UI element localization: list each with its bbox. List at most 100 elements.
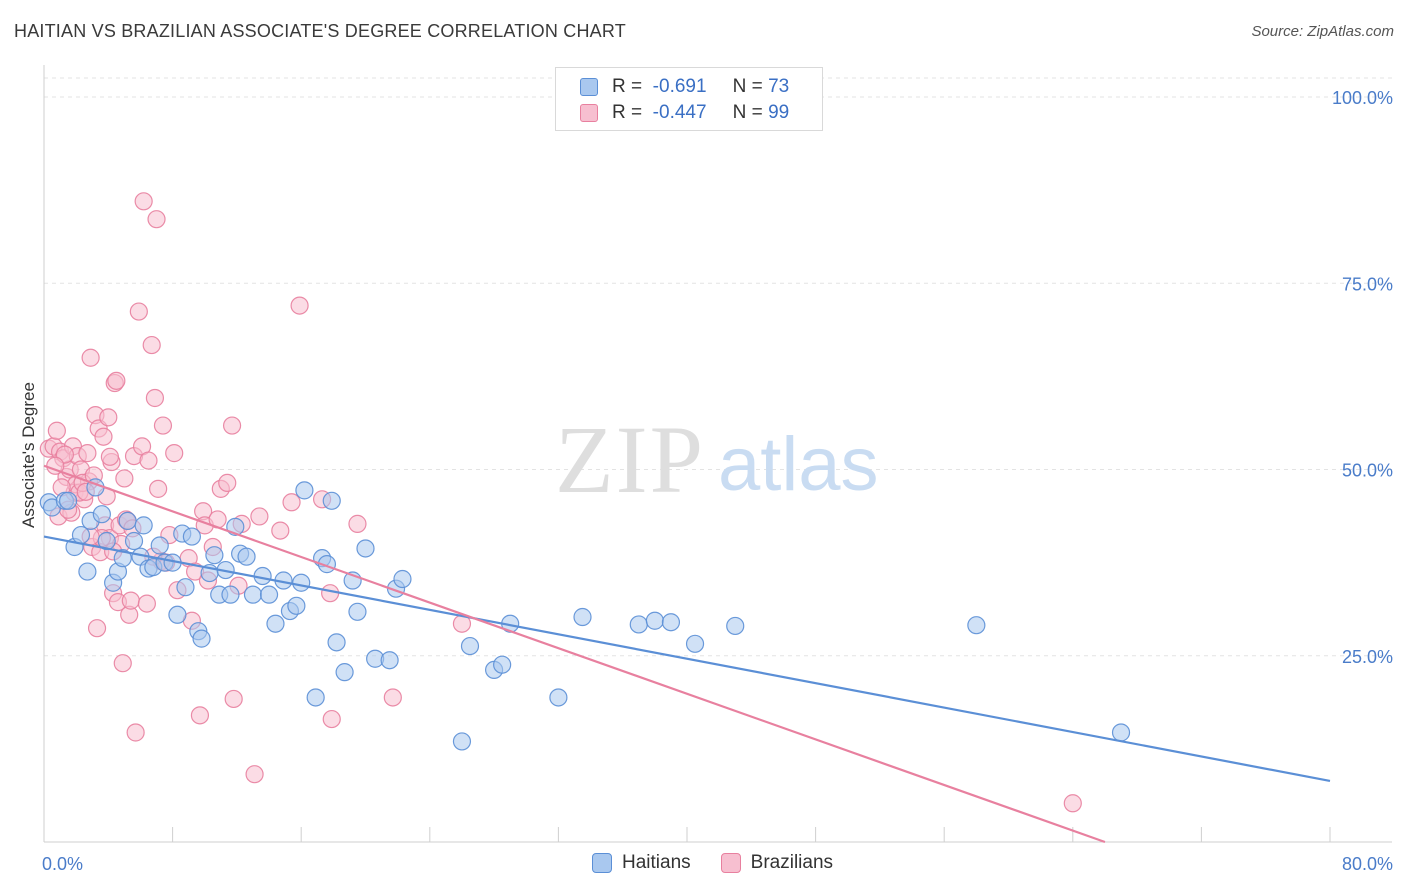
point-brazilians — [153, 416, 173, 435]
point-brazilians — [81, 348, 100, 367]
point-haitians — [92, 505, 111, 524]
x-tick-label: 80.0% — [1342, 854, 1393, 874]
point-haitians — [118, 511, 137, 531]
legend-r-label: R = — [612, 76, 643, 97]
point-brazilians — [87, 619, 107, 638]
point-haitians — [150, 536, 169, 555]
point-brazilians — [94, 427, 113, 446]
trend-lines — [43, 464, 1331, 844]
series-legend: Haitians Brazilians — [592, 852, 863, 874]
legend-n-label: N = — [732, 76, 763, 97]
point-haitians — [292, 573, 311, 592]
point-brazilians — [115, 469, 134, 488]
point-haitians — [295, 481, 314, 500]
chart-title: HAITIAN VS BRAZILIAN ASSOCIATE'S DEGREE … — [14, 21, 626, 41]
legend-r-value: -0.691 — [652, 76, 707, 97]
point-haitians — [460, 636, 480, 656]
point-haitians — [243, 585, 263, 604]
point-brazilians — [47, 421, 66, 440]
point-haitians — [393, 569, 412, 589]
point-brazilians — [137, 594, 156, 613]
y-tick-label: 25.0% — [1342, 647, 1393, 667]
point-brazilians — [348, 514, 367, 533]
legend-swatch-haitians — [580, 78, 598, 96]
source-label: Source: ZipAtlas.com — [1251, 23, 1394, 40]
point-brazilians — [100, 447, 120, 466]
point-brazilians — [142, 335, 161, 355]
point-brazilians — [165, 444, 184, 463]
series-label-brazilians: Brazilians — [750, 852, 834, 873]
y-tick-label: 75.0% — [1342, 274, 1393, 294]
point-haitians — [661, 613, 681, 632]
point-brazilians — [245, 765, 264, 784]
point-haitians — [356, 539, 375, 558]
point-haitians — [176, 578, 195, 597]
point-brazilians — [78, 444, 97, 463]
point-brazilians — [290, 296, 309, 315]
point-brazilians — [129, 302, 148, 321]
legend-n-value: 99 — [768, 102, 790, 123]
legend-swatch-brazilians — [580, 104, 598, 122]
point-haitians — [322, 491, 341, 510]
point-haitians — [237, 547, 256, 566]
point-haitians — [182, 527, 201, 546]
point-brazilians — [383, 688, 402, 707]
legend-n-label: N = — [732, 102, 763, 123]
series-legend-brazilians[interactable]: Brazilians — [720, 852, 834, 874]
data-points — [39, 192, 1131, 813]
legend-n-value: 73 — [768, 76, 790, 97]
watermark-atlas: atlas — [718, 422, 879, 507]
point-haitians — [380, 651, 399, 670]
point-brazilians — [139, 451, 158, 470]
point-haitians — [134, 516, 153, 535]
y-tick-label: 100.0% — [1332, 88, 1393, 108]
point-haitians — [124, 531, 144, 551]
point-haitians — [629, 615, 648, 634]
point-haitians — [573, 607, 592, 627]
point-brazilians — [322, 709, 341, 729]
legend-row-brazilians: R = -0.447 N = 99 — [580, 102, 789, 124]
point-haitians — [327, 633, 346, 652]
point-haitians — [266, 614, 285, 633]
point-haitians — [221, 585, 240, 604]
point-brazilians — [121, 591, 140, 610]
point-brazilians — [271, 521, 290, 540]
watermark: ZIP atlas — [555, 406, 879, 513]
point-haitians — [452, 732, 472, 751]
y-axis-label: Associate's Degree — [19, 382, 38, 528]
y-tick-label: 50.0% — [1342, 461, 1393, 481]
point-brazilians — [99, 408, 118, 427]
series-legend-haitians[interactable]: Haitians — [592, 852, 691, 874]
watermark-zip: ZIP — [555, 406, 705, 513]
point-haitians — [192, 629, 211, 648]
point-brazilians — [147, 210, 166, 229]
point-haitians — [168, 605, 187, 624]
x-tick-label: 0.0% — [42, 854, 83, 874]
series-swatch-brazilians — [720, 853, 741, 873]
legend-r-value: -0.447 — [652, 102, 707, 123]
point-brazilians — [218, 473, 237, 493]
point-brazilians — [222, 416, 242, 435]
point-brazilians — [126, 723, 145, 742]
point-haitians — [287, 596, 306, 615]
point-brazilians — [1063, 794, 1082, 813]
point-haitians — [59, 491, 78, 510]
series-label-haitians: Haitians — [622, 852, 691, 873]
point-haitians — [259, 585, 279, 604]
point-haitians — [549, 688, 568, 707]
point-haitians — [335, 663, 354, 682]
point-haitians — [205, 546, 224, 565]
legend-r-label: R = — [612, 102, 643, 123]
legend-row-haitians: R = -0.691 N = 73 — [580, 76, 789, 98]
point-haitians — [493, 655, 512, 674]
point-haitians — [306, 688, 325, 707]
point-haitians — [685, 634, 705, 653]
point-brazilians — [134, 192, 153, 211]
point-brazilians — [149, 479, 168, 498]
correlation-legend: R = -0.691 N = 73 R = -0.447 N = 99 — [555, 67, 823, 131]
point-haitians — [78, 562, 97, 581]
point-brazilians — [250, 507, 269, 526]
tick-labels: 25.0% 50.0% 75.0% 100.0% 0.0% 80.0% — [42, 88, 1393, 874]
trend-line-brazilians — [43, 464, 1106, 844]
